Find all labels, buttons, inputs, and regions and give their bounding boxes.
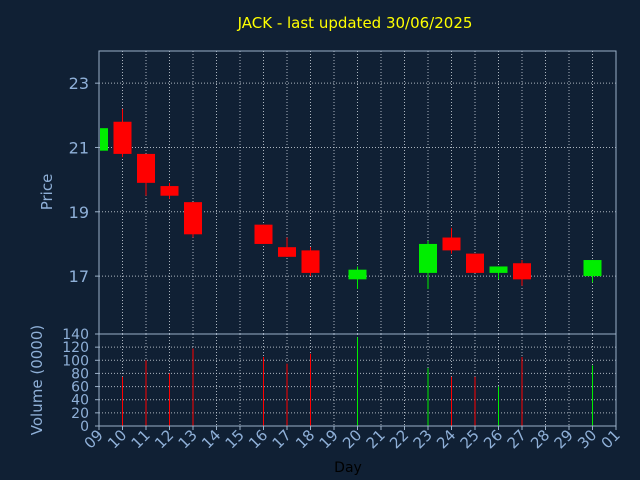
candle-body xyxy=(160,186,179,196)
volume-tick-label: 120 xyxy=(62,340,89,356)
candle-body xyxy=(301,250,320,273)
day-tick-label: 19 xyxy=(316,426,342,452)
day-tick-label: 24 xyxy=(433,426,459,452)
x-axis-label: Day xyxy=(334,460,362,476)
day-tick-label: 25 xyxy=(457,426,483,452)
price-axis-label: Price xyxy=(38,174,56,211)
price-tick-label: 23 xyxy=(69,74,89,93)
price-tick-label: 19 xyxy=(69,203,89,222)
day-tick-label: 30 xyxy=(574,426,600,452)
volume-tick-label: 100 xyxy=(62,353,89,369)
candle-body xyxy=(254,224,273,244)
day-tick-label: 27 xyxy=(504,426,530,452)
price-candles xyxy=(98,108,602,289)
candle-body xyxy=(513,263,531,280)
volume-bars xyxy=(122,337,593,426)
day-tick-label: 29 xyxy=(551,426,577,452)
day-tick-label: 20 xyxy=(339,426,365,452)
day-tick-label: 21 xyxy=(363,426,389,452)
day-tick-label: 23 xyxy=(410,426,436,452)
price-tick-label: 21 xyxy=(69,138,89,157)
day-tick-label: 11 xyxy=(128,426,154,452)
chart-title: JACK - last updated 30/06/2025 xyxy=(237,14,473,32)
price-tick-label: 17 xyxy=(69,267,89,286)
day-tick-label: 12 xyxy=(151,426,177,452)
volume-axis-label: Volume (0000) xyxy=(28,325,46,435)
day-tick-label: 01 xyxy=(598,426,624,452)
candle-body xyxy=(137,153,155,183)
candle-body xyxy=(419,243,437,273)
day-tick-label: 10 xyxy=(104,426,130,452)
day-tick-label: 17 xyxy=(269,426,295,452)
day-tick-label: 26 xyxy=(480,426,506,452)
day-tick-label: 15 xyxy=(222,426,248,452)
candle-body xyxy=(278,247,296,257)
volume-tick-label: 60 xyxy=(71,380,89,396)
day-tick-label: 14 xyxy=(198,426,224,452)
day-tick-label: 22 xyxy=(386,426,412,452)
candle-body xyxy=(348,269,367,280)
volume-tick-label: 20 xyxy=(71,406,89,422)
candle-body xyxy=(184,202,202,235)
day-tick-label: 28 xyxy=(527,426,553,452)
candle-body xyxy=(100,128,108,151)
candle-body xyxy=(466,253,484,273)
candle-body xyxy=(442,237,461,251)
day-tick-label: 18 xyxy=(292,426,318,452)
plot-frames xyxy=(95,50,617,430)
volume-tick-label: 40 xyxy=(71,393,89,409)
candle-body xyxy=(113,121,132,154)
volume-tick-label: 80 xyxy=(71,366,89,382)
candle-body xyxy=(489,266,508,273)
candle-body xyxy=(583,260,602,277)
volume-tick-label: 0 xyxy=(80,419,89,435)
volume-tick-label: 140 xyxy=(62,327,89,343)
day-tick-label: 13 xyxy=(175,426,201,452)
day-tick-label: 16 xyxy=(245,426,271,452)
